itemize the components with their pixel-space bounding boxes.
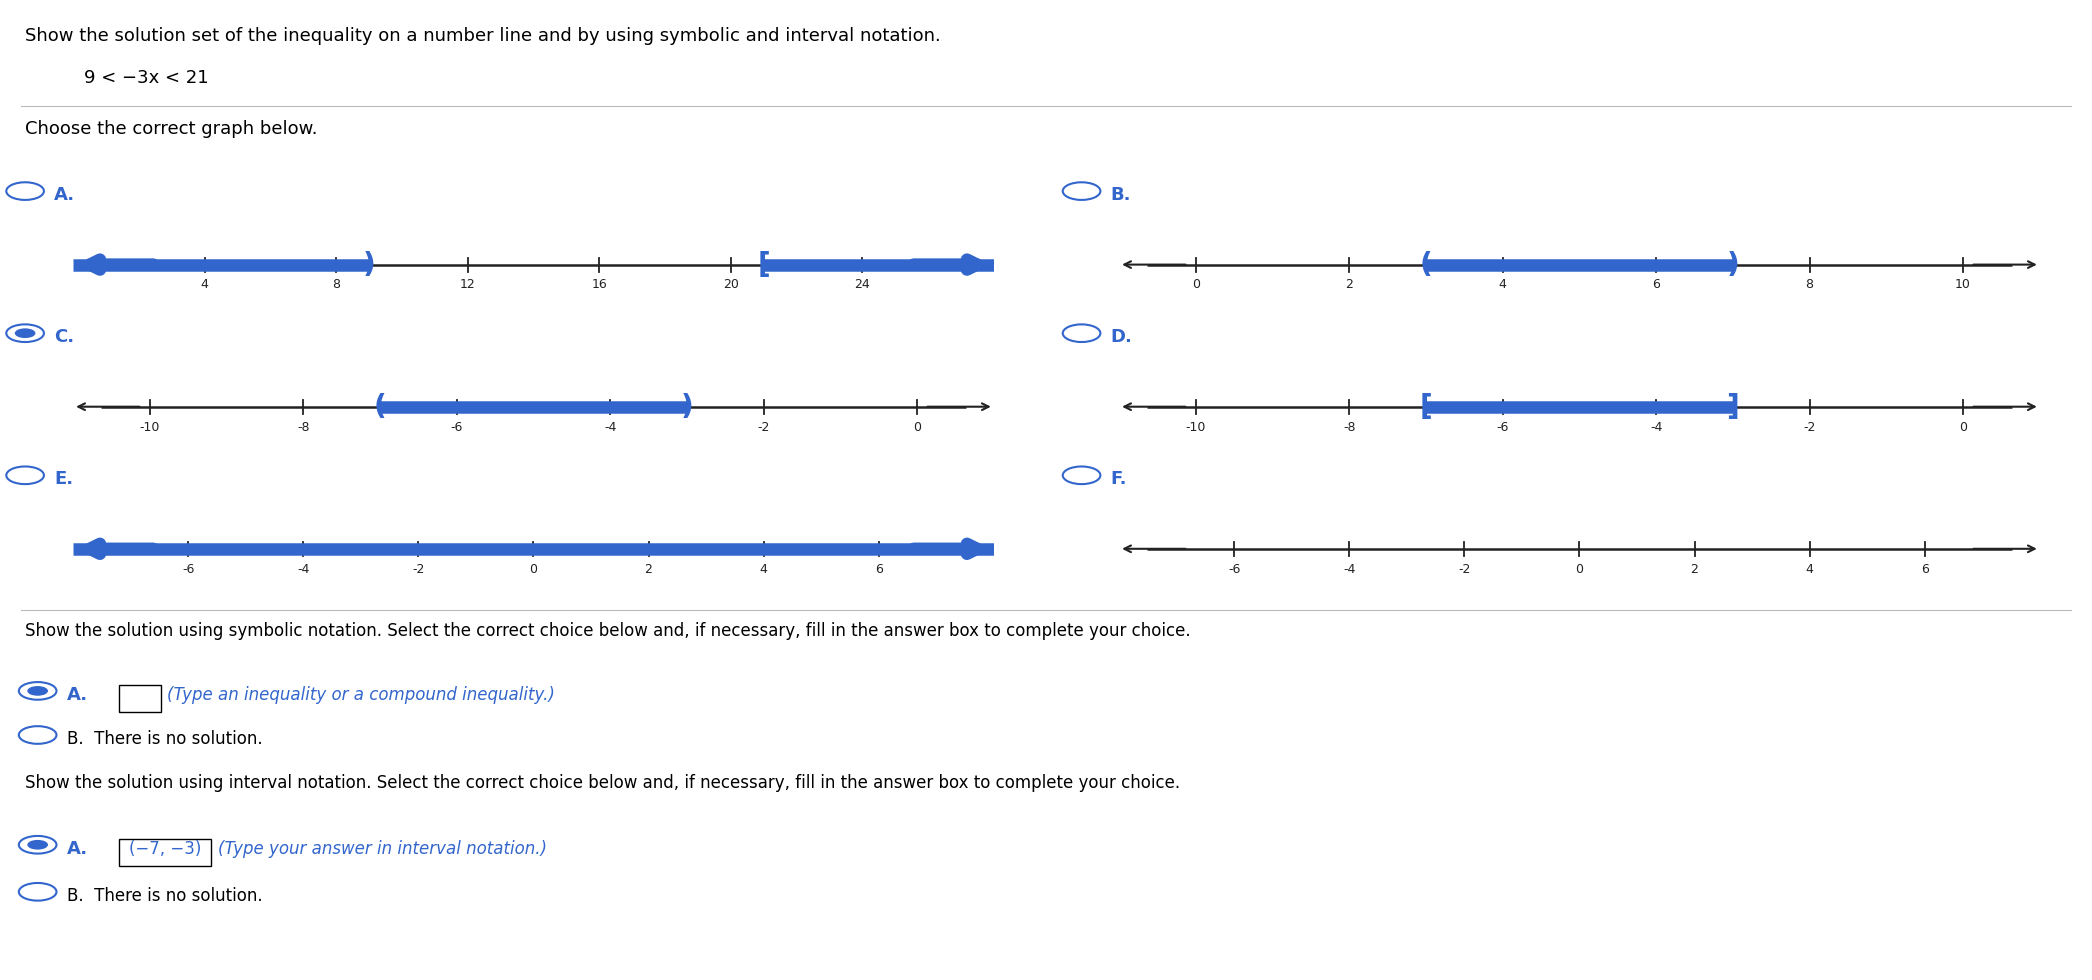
Text: 0: 0 (1958, 420, 1966, 433)
Text: 8: 8 (333, 278, 341, 291)
Text: (−7, −3): (−7, −3) (130, 840, 201, 858)
Text: -6: -6 (1496, 420, 1508, 433)
Text: 4: 4 (759, 563, 768, 575)
Text: 2: 2 (1690, 563, 1699, 575)
Text: ]: ] (1726, 393, 1738, 420)
Text: 0: 0 (1575, 563, 1584, 575)
Text: (Type your answer in interval notation.): (Type your answer in interval notation.) (218, 840, 546, 858)
FancyBboxPatch shape (119, 685, 161, 712)
Text: ): ) (362, 251, 374, 278)
Circle shape (27, 686, 48, 696)
Text: -6: -6 (450, 420, 462, 433)
Text: -8: -8 (297, 420, 310, 433)
Text: 6: 6 (874, 563, 883, 575)
Text: -2: -2 (1458, 563, 1471, 575)
Circle shape (15, 328, 36, 338)
Text: 4: 4 (1805, 563, 1814, 575)
Text: 0: 0 (912, 420, 920, 433)
Text: C.: C. (54, 328, 75, 346)
Text: (Type an inequality or a compound inequality.): (Type an inequality or a compound inequa… (167, 686, 554, 704)
Text: ): ) (1726, 251, 1738, 278)
Text: 8: 8 (1805, 278, 1814, 291)
Text: Choose the correct graph below.: Choose the correct graph below. (25, 120, 318, 137)
Text: (: ( (1420, 251, 1433, 278)
Text: D.: D. (1111, 328, 1132, 346)
Text: 20: 20 (722, 278, 738, 291)
Text: 0: 0 (529, 563, 538, 575)
Text: B.  There is no solution.: B. There is no solution. (67, 887, 264, 905)
Text: A.: A. (67, 686, 88, 704)
Text: 6: 6 (1920, 563, 1929, 575)
Text: -6: -6 (1228, 563, 1241, 575)
Text: -10: -10 (140, 420, 161, 433)
Text: F.: F. (1111, 470, 1128, 488)
Text: 16: 16 (592, 278, 607, 291)
Text: E.: E. (54, 470, 73, 488)
Text: -8: -8 (1343, 420, 1356, 433)
Text: 2: 2 (1345, 278, 1354, 291)
Text: B.: B. (1111, 186, 1132, 204)
FancyBboxPatch shape (119, 839, 211, 866)
Text: Show the solution using symbolic notation. Select the correct choice below and, : Show the solution using symbolic notatio… (25, 622, 1190, 640)
Text: -10: -10 (1186, 420, 1207, 433)
Text: 4: 4 (1498, 278, 1506, 291)
Text: 4: 4 (201, 278, 209, 291)
Text: 0: 0 (1192, 278, 1201, 291)
Text: 9 < −3x < 21: 9 < −3x < 21 (84, 69, 209, 86)
Text: [: [ (1420, 393, 1433, 420)
Text: A.: A. (67, 840, 88, 858)
Circle shape (27, 840, 48, 850)
Text: 12: 12 (460, 278, 475, 291)
Text: -4: -4 (1651, 420, 1663, 433)
Text: -2: -2 (412, 563, 425, 575)
Text: -4: -4 (1343, 563, 1356, 575)
Text: -2: -2 (757, 420, 770, 433)
Text: A.: A. (54, 186, 75, 204)
Text: -4: -4 (297, 563, 310, 575)
Text: 6: 6 (1653, 278, 1661, 291)
Text: (: ( (374, 393, 387, 420)
Text: 10: 10 (1956, 278, 1971, 291)
Text: -2: -2 (1803, 420, 1816, 433)
Text: 24: 24 (854, 278, 870, 291)
Text: ): ) (680, 393, 692, 420)
Text: -6: -6 (182, 563, 195, 575)
Text: [: [ (757, 251, 770, 278)
Text: B.  There is no solution.: B. There is no solution. (67, 730, 264, 748)
Text: Show the solution set of the inequality on a number line and by using symbolic a: Show the solution set of the inequality … (25, 27, 941, 45)
Text: -4: -4 (605, 420, 617, 433)
Text: Show the solution using interval notation. Select the correct choice below and, : Show the solution using interval notatio… (25, 774, 1180, 792)
Text: 2: 2 (644, 563, 653, 575)
